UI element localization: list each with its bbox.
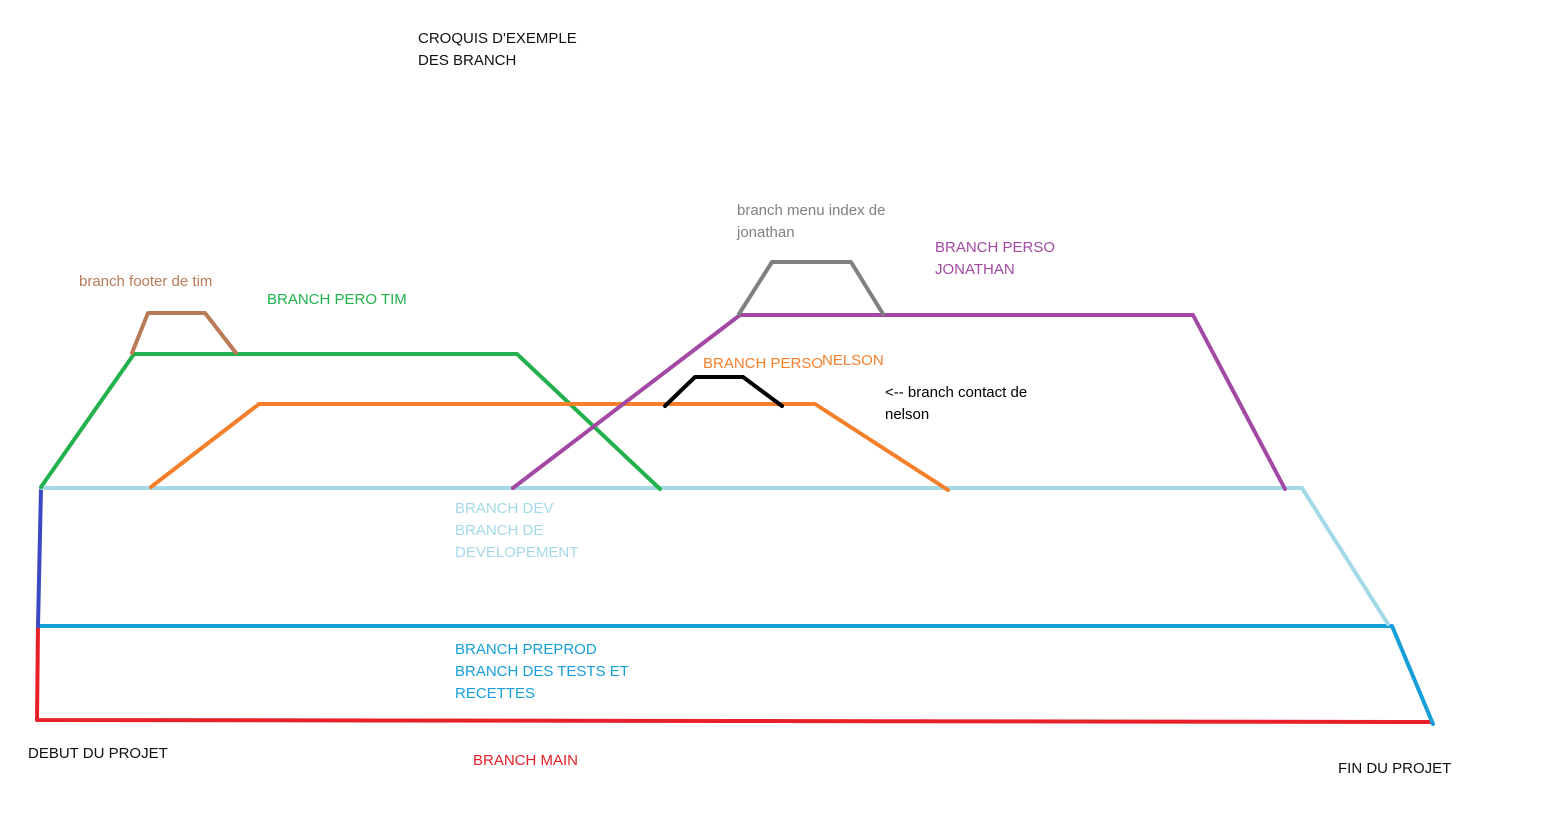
diagram-title: CROQUIS D'EXEMPLE DES BRANCH: [418, 28, 577, 72]
preprod-label-line-3: RECETTES: [455, 685, 536, 702]
contact-nelson-label: <-- branch contact de nelson: [885, 382, 1027, 426]
dev-label-line-1: BRANCH DEV: [455, 500, 554, 517]
start-marker-label: DEBUT DU PROJET: [28, 745, 168, 762]
contact-nelson-label-line-1: <-- branch contact de: [885, 384, 1028, 401]
perso-jonathan-branch-line: [511, 313, 1287, 491]
menu-jonathan-label: branch menu index de jonathan: [737, 200, 885, 244]
contact-nelson-branch-line: [663, 375, 784, 408]
preprod-label-line-2: BRANCH DES TESTS ET: [455, 663, 629, 680]
contact-nelson-label-line-2: nelson: [885, 406, 930, 423]
title-line-2: DES BRANCH: [418, 52, 517, 69]
perso-nelson-label-a: BRANCH PERSO: [703, 355, 824, 372]
perso-jonathan-label-line-1: BRANCH PERSO: [935, 239, 1056, 256]
perso-nelson-label-b: NELSON: [822, 352, 884, 369]
perso-jonathan-label: BRANCH PERSO JONATHAN: [935, 237, 1055, 281]
menu-jonathan-label-line-1: branch menu index de: [737, 202, 886, 219]
perso-nelson-branch-line: [149, 402, 950, 492]
perso-tim-branch-line: [39, 352, 662, 491]
menu-jonathan-label-line-2: jonathan: [737, 224, 795, 241]
dev-label-line-3: DEVELOPEMENT: [455, 544, 579, 561]
menu-jonathan-branch-line: [737, 260, 885, 316]
preprod-label: BRANCH PREPROD BRANCH DES TESTS ET RECET…: [455, 639, 629, 705]
dev-branch-line: [39, 486, 1390, 626]
preprod-branch-line: [36, 624, 1435, 726]
title-line-1: CROQUIS D'EXEMPLE: [418, 30, 577, 47]
dev-label-line-2: BRANCH DE: [455, 522, 544, 539]
preprod-label-line-1: BRANCH PREPROD: [455, 641, 597, 658]
dev-label: BRANCH DEV BRANCH DE DEVELOPEMENT: [455, 498, 578, 564]
main-branch-line: [35, 623, 1434, 724]
main-label: BRANCH MAIN: [473, 752, 579, 769]
footer-tim-label: branch footer de tim: [79, 273, 213, 290]
start-connector-line: [36, 486, 43, 628]
end-marker-label: FIN DU PROJET: [1338, 760, 1452, 777]
perso-tim-label: BRANCH PERO TIM: [267, 291, 407, 308]
footer-tim-branch-line: [130, 311, 238, 355]
perso-jonathan-label-line-2: JONATHAN: [935, 261, 1015, 278]
